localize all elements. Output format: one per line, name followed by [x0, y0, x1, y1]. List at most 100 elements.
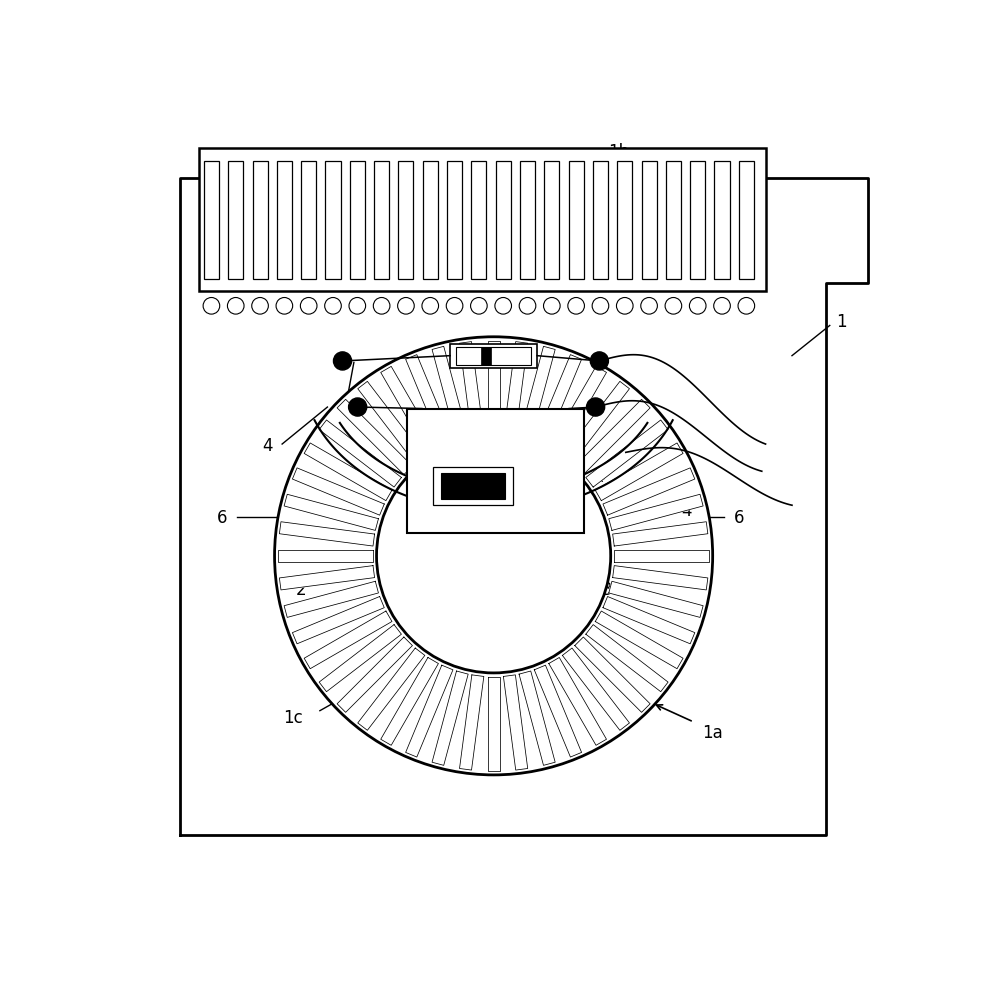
Circle shape [714, 297, 730, 314]
Text: 1b: 1b [608, 142, 629, 161]
Polygon shape [534, 665, 582, 757]
Polygon shape [575, 399, 650, 475]
Polygon shape [278, 549, 373, 562]
Circle shape [641, 297, 657, 314]
Polygon shape [460, 675, 484, 770]
Polygon shape [488, 340, 500, 435]
Bar [301, 161, 316, 279]
Polygon shape [460, 341, 484, 437]
Circle shape [738, 297, 755, 314]
Bar [617, 161, 632, 279]
Circle shape [333, 352, 352, 370]
Polygon shape [503, 341, 528, 437]
Polygon shape [284, 582, 378, 617]
Bar [739, 161, 754, 279]
Polygon shape [614, 549, 709, 562]
Bar [690, 161, 705, 279]
Polygon shape [562, 648, 629, 730]
Bar [447, 161, 462, 279]
Circle shape [325, 297, 341, 314]
Bar [407, 408, 584, 534]
Circle shape [592, 297, 609, 314]
Bar [204, 161, 219, 279]
Bar [423, 161, 438, 279]
Bar [441, 474, 505, 499]
Circle shape [398, 297, 414, 314]
Polygon shape [319, 420, 401, 487]
Bar [450, 343, 537, 368]
Polygon shape [549, 366, 606, 454]
Polygon shape [381, 657, 438, 746]
Text: 1: 1 [836, 313, 846, 331]
Text: 6: 6 [734, 509, 744, 527]
Polygon shape [613, 566, 708, 590]
Text: 2: 2 [296, 581, 306, 598]
Polygon shape [284, 494, 378, 531]
Circle shape [422, 297, 439, 314]
Circle shape [252, 297, 268, 314]
Polygon shape [358, 382, 425, 464]
Text: 3: 3 [602, 581, 612, 598]
Circle shape [373, 297, 390, 314]
Bar [593, 161, 608, 279]
Bar [228, 161, 243, 279]
Polygon shape [337, 399, 412, 475]
Circle shape [590, 352, 608, 370]
Polygon shape [488, 677, 500, 771]
Bar [253, 161, 268, 279]
Polygon shape [613, 522, 708, 546]
Bar [666, 161, 681, 279]
Bar [374, 161, 389, 279]
Bar [325, 161, 341, 279]
Circle shape [349, 297, 366, 314]
Circle shape [689, 297, 706, 314]
Polygon shape [337, 637, 412, 712]
Circle shape [587, 398, 605, 416]
Polygon shape [432, 671, 468, 765]
Text: 1a: 1a [702, 724, 723, 743]
Polygon shape [603, 468, 695, 515]
Circle shape [544, 297, 560, 314]
Polygon shape [292, 596, 384, 644]
Bar [642, 161, 657, 279]
Bar [481, 346, 491, 365]
Polygon shape [562, 382, 629, 464]
Polygon shape [595, 443, 683, 500]
Bar [277, 161, 292, 279]
Circle shape [203, 297, 220, 314]
Circle shape [446, 297, 463, 314]
Bar [714, 161, 730, 279]
Polygon shape [358, 648, 425, 730]
Circle shape [227, 297, 244, 314]
Bar [433, 468, 512, 505]
Circle shape [377, 439, 611, 673]
Polygon shape [595, 611, 683, 669]
Circle shape [616, 297, 633, 314]
Circle shape [471, 297, 487, 314]
Circle shape [665, 297, 682, 314]
Polygon shape [575, 637, 650, 712]
Circle shape [495, 297, 512, 314]
Circle shape [349, 398, 367, 416]
Polygon shape [292, 468, 384, 515]
Text: 5: 5 [507, 394, 518, 412]
Text: 4: 4 [594, 468, 605, 486]
Polygon shape [279, 522, 375, 546]
Circle shape [519, 297, 536, 314]
Polygon shape [319, 625, 401, 692]
Circle shape [300, 297, 317, 314]
Polygon shape [586, 420, 668, 487]
Polygon shape [534, 354, 582, 446]
Polygon shape [519, 671, 555, 765]
Bar [544, 161, 559, 279]
Polygon shape [603, 596, 695, 644]
Bar [520, 161, 535, 279]
Polygon shape [406, 354, 453, 446]
Text: 4: 4 [681, 501, 691, 520]
Polygon shape [381, 366, 438, 454]
Text: 1c: 1c [284, 709, 303, 727]
Polygon shape [432, 346, 468, 440]
Bar [350, 161, 365, 279]
Polygon shape [503, 675, 528, 770]
Polygon shape [304, 611, 392, 669]
